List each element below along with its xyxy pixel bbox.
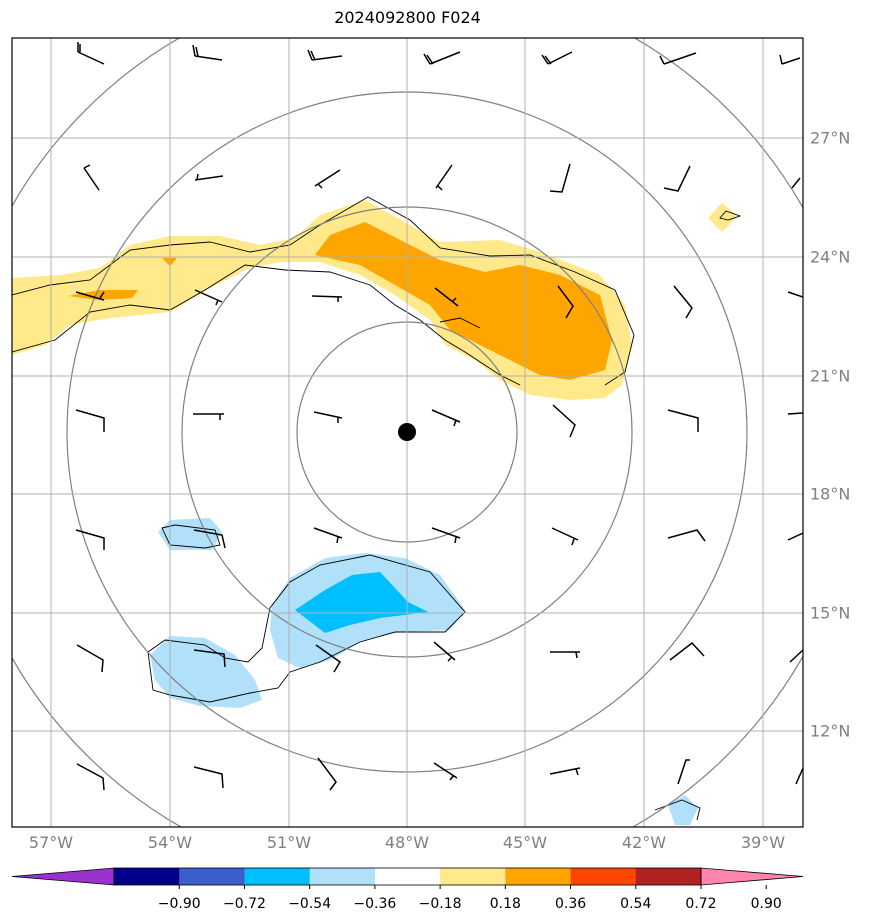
colorbar-cell — [505, 868, 572, 885]
colorbar-cell — [244, 868, 311, 885]
colorbar-cell — [309, 868, 376, 885]
longitude-label: 45°W — [502, 833, 548, 852]
range-rings — [12, 38, 803, 827]
wind-barbs — [75, 42, 803, 791]
colorbar-cell — [179, 868, 245, 885]
lightblue-region-2 — [150, 636, 262, 708]
graticule — [12, 38, 803, 827]
yellow-small-patch — [708, 203, 738, 232]
colorbar-tick-label: 0.18 — [489, 896, 521, 912]
lightblue-region-4 — [668, 795, 698, 825]
longitude-label: 51°W — [266, 833, 312, 852]
colorbar-cell — [570, 868, 637, 885]
longitude-label: 54°W — [147, 833, 193, 852]
blue-core — [295, 572, 428, 633]
colorbar-cell — [114, 868, 180, 885]
longitude-label: 42°W — [621, 833, 667, 852]
latitude-label: 12°N — [810, 721, 851, 741]
map-title: 2024092800 F024 — [334, 8, 481, 27]
colorbar — [11, 867, 804, 889]
longitude-label: 57°W — [28, 833, 74, 852]
colorbar-extend-high — [700, 867, 804, 886]
contour-lines — [12, 196, 742, 821]
colorbar-tick-label: −0.18 — [418, 896, 462, 912]
yellow-band — [12, 200, 632, 400]
colorbar-tick-label: −0.36 — [353, 896, 397, 912]
colorbar-tick-label: −0.72 — [222, 896, 266, 912]
colorbar-tick-label: 0.36 — [554, 896, 587, 912]
shaded-positive-regions — [12, 200, 738, 400]
colorbar-cell — [374, 868, 441, 885]
latitude-label: 15°N — [810, 603, 851, 623]
colorbar-tick-label: −0.54 — [288, 896, 332, 912]
colorbar-tick-label: 0.72 — [685, 896, 717, 912]
latitude-label: 18°N — [810, 484, 851, 504]
map-frame — [11, 37, 804, 828]
colorbar-tick-label: 0.54 — [620, 896, 652, 912]
colorbar-extend-low — [11, 867, 115, 886]
shaded-negative-regions — [150, 518, 698, 825]
longitude-label: 39°W — [740, 833, 786, 852]
storm-center-marker — [398, 423, 416, 441]
latitude-label: 27°N — [810, 128, 851, 148]
colorbar-frame — [113, 867, 702, 886]
latitude-label: 21°N — [810, 366, 851, 386]
colorbar-tick-label: 0.90 — [750, 896, 782, 912]
longitude-label: 48°W — [384, 833, 430, 852]
colorbar-tick-label: −0.90 — [157, 896, 201, 912]
colorbar-cell — [440, 868, 506, 885]
latitude-label: 24°N — [810, 247, 851, 267]
orange-patch-left — [68, 290, 138, 300]
orange-band-main — [315, 222, 612, 380]
colorbar-cell — [635, 868, 702, 885]
lightblue-region-1 — [158, 518, 222, 550]
